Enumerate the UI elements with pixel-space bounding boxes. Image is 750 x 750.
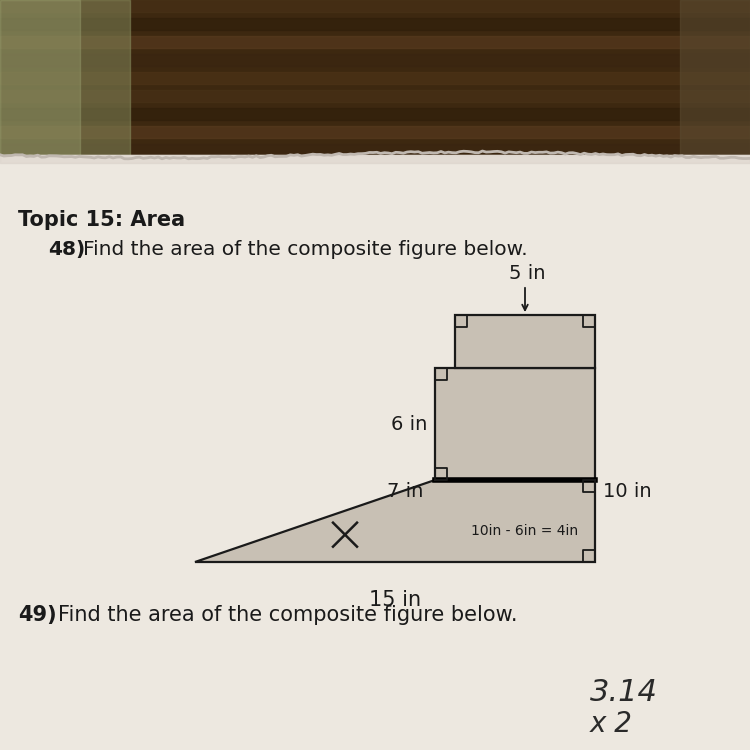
Text: 5 in: 5 in xyxy=(509,264,545,283)
Text: 48): 48) xyxy=(48,240,86,259)
Text: 15 in: 15 in xyxy=(369,590,421,610)
Text: Topic 15: Area: Topic 15: Area xyxy=(18,210,185,230)
Polygon shape xyxy=(195,480,595,562)
Bar xyxy=(0,155,750,750)
Text: 10 in: 10 in xyxy=(603,482,652,501)
Text: 49): 49) xyxy=(18,605,57,625)
Bar xyxy=(435,368,595,480)
Bar xyxy=(0,0,750,170)
Text: 10in - 6in = 4in: 10in - 6in = 4in xyxy=(472,524,578,538)
Text: 3.14: 3.14 xyxy=(590,678,658,707)
Text: Find the area of the composite figure below.: Find the area of the composite figure be… xyxy=(83,240,528,259)
Bar xyxy=(455,315,595,368)
Text: x 2: x 2 xyxy=(590,710,633,738)
Text: Find the area of the composite figure below.: Find the area of the composite figure be… xyxy=(58,605,518,625)
Text: 7 in: 7 in xyxy=(387,482,423,501)
Text: 6 in: 6 in xyxy=(391,415,427,434)
